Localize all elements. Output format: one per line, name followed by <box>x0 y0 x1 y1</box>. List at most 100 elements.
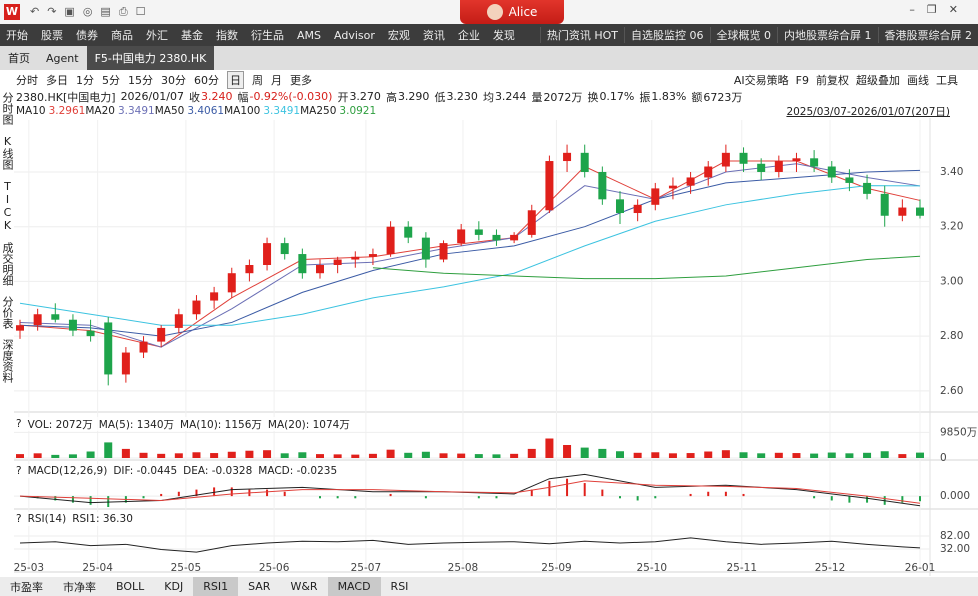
volume-bar <box>263 450 272 458</box>
quote-value: 3.240 <box>200 90 233 103</box>
candle-body <box>827 166 836 178</box>
menu-item[interactable]: Advisor <box>334 28 375 42</box>
range-label[interactable]: 2025/03/07-2026/01/07(207日) <box>786 106 950 118</box>
volume-bar <box>33 453 42 458</box>
side-tab[interactable]: 分价表 <box>1 296 14 329</box>
indicator-tab[interactable]: RSI <box>390 580 409 593</box>
side-tab[interactable]: K线图 <box>1 135 14 170</box>
tab[interactable]: 首页 <box>8 52 30 65</box>
period[interactable]: 周 <box>252 74 263 87</box>
indicator-tab[interactable]: RSI1 <box>193 577 239 596</box>
volume-bar <box>668 453 677 458</box>
quote-value: 0.17% <box>599 90 635 103</box>
candle-body <box>651 188 660 205</box>
indicator-tab[interactable]: 市净率 <box>63 580 96 594</box>
period[interactable]: 分时 <box>16 74 38 87</box>
tool[interactable]: 画线 <box>907 74 929 87</box>
menu-item[interactable]: 热门资讯 HOT <box>539 27 624 43</box>
period[interactable]: 1分 <box>76 74 94 87</box>
volume-bar <box>757 453 766 458</box>
side-tab[interactable]: TICK <box>1 180 14 232</box>
menu-item[interactable]: 股票 <box>41 29 63 42</box>
period[interactable]: 5分 <box>102 74 120 87</box>
ma-value: 3.2961 <box>48 105 86 117</box>
y-tick-label: 0.000 <box>940 490 970 502</box>
menu-item[interactable]: 基金 <box>181 29 203 42</box>
period[interactable]: 日 <box>227 71 244 89</box>
menu-right: 热门资讯 HOT 自选股监控 06 全球概览 0 内地股票综合屏 1 香港股票综合屏 2 <box>539 24 978 46</box>
menu-item[interactable]: 衍生品 <box>251 29 284 42</box>
period[interactable]: 更多 <box>290 74 312 87</box>
indicator-tab[interactable]: MACD <box>327 577 381 596</box>
period[interactable]: 月 <box>271 74 282 87</box>
menu-item[interactable]: 商品 <box>111 29 133 42</box>
tab[interactable]: F5-中国电力 2380.HK <box>86 46 215 70</box>
tool[interactable]: 超级叠加 <box>856 74 900 87</box>
user-badge[interactable]: Alice <box>460 0 564 24</box>
macd-line <box>19 480 921 504</box>
app-logo[interactable]: W <box>4 4 20 20</box>
quote-label: 低 <box>434 90 446 104</box>
menu-item[interactable]: 资讯 <box>422 29 445 42</box>
y-tick-label: 9850万 <box>940 426 977 438</box>
side-tab[interactable]: 成交明细 <box>1 242 14 286</box>
tool[interactable]: F9 <box>795 73 809 87</box>
menu-item[interactable]: 开始 <box>6 29 28 42</box>
indicator-tab[interactable]: SAR <box>248 580 271 593</box>
period[interactable]: 多日 <box>46 74 68 87</box>
candle-body <box>16 325 24 331</box>
menu-item[interactable]: 发现 <box>492 29 515 42</box>
menu-item[interactable]: AMS <box>297 28 321 42</box>
menu-item[interactable]: 指数 <box>216 29 238 42</box>
quote-value: 3.230 <box>446 90 478 103</box>
indicator-tab[interactable]: KDJ <box>164 580 184 593</box>
quote-label: 额 <box>691 90 703 104</box>
indicator-tab[interactable]: W&R <box>290 580 318 593</box>
legend-item: RSI(14) <box>27 513 67 525</box>
tool[interactable]: AI交易策略 <box>733 74 789 87</box>
ma-value: 3.3491 <box>117 105 155 117</box>
candle-body <box>863 182 872 194</box>
toolbar-icons[interactable]: ↶↷▣◎▤⎙☐ <box>30 5 154 18</box>
quote-label: 量 <box>531 90 543 104</box>
tab[interactable]: Agent <box>46 51 79 65</box>
ma-name: MA10 <box>16 105 46 117</box>
menu-item[interactable]: 自选股监控 06 <box>624 27 710 43</box>
candle-body <box>510 234 519 241</box>
menu-item[interactable]: 香港股票综合屏 2 <box>877 27 978 43</box>
candle-body <box>404 226 413 238</box>
volume-bar <box>386 449 395 458</box>
volume-bar <box>298 452 307 458</box>
candle-body <box>580 152 589 172</box>
candle-body <box>598 171 607 200</box>
period[interactable]: 30分 <box>161 74 186 87</box>
indicator-tab[interactable]: BOLL <box>116 580 145 593</box>
menu-item[interactable]: 宏观 <box>387 29 410 42</box>
tool[interactable]: 工具 <box>936 74 958 87</box>
volume-bar <box>739 452 748 458</box>
ma-name: MA50 <box>154 105 185 117</box>
y-tick-label: 3.20 <box>940 221 963 233</box>
indicator-tab[interactable]: 市盈率 <box>10 580 43 594</box>
user-name: Alice <box>508 5 538 19</box>
x-tick-label: 25-10 <box>637 562 668 574</box>
menu-item[interactable]: 全球概览 0 <box>709 27 778 43</box>
candle-body <box>616 199 624 214</box>
candle-body <box>333 259 342 265</box>
side-tab[interactable]: 深度资料 <box>1 339 14 383</box>
menu-item[interactable]: 债券 <box>76 29 98 42</box>
menu-item[interactable]: 外汇 <box>146 29 168 42</box>
candle-body <box>227 273 236 293</box>
window-controls[interactable]: –❐✕ <box>909 3 970 16</box>
volume-bar <box>633 452 642 458</box>
tool[interactable]: 前复权 <box>816 74 849 87</box>
period[interactable]: 15分 <box>128 74 153 87</box>
period[interactable]: 60分 <box>194 74 219 87</box>
candle-body <box>757 163 766 172</box>
menu-item[interactable]: 企业 <box>457 29 480 42</box>
candle-body <box>880 193 889 216</box>
ma-line <box>19 169 921 337</box>
menu-item[interactable]: 内地股票综合屏 1 <box>777 27 878 43</box>
side-tab[interactable]: 分时图 <box>1 92 14 125</box>
